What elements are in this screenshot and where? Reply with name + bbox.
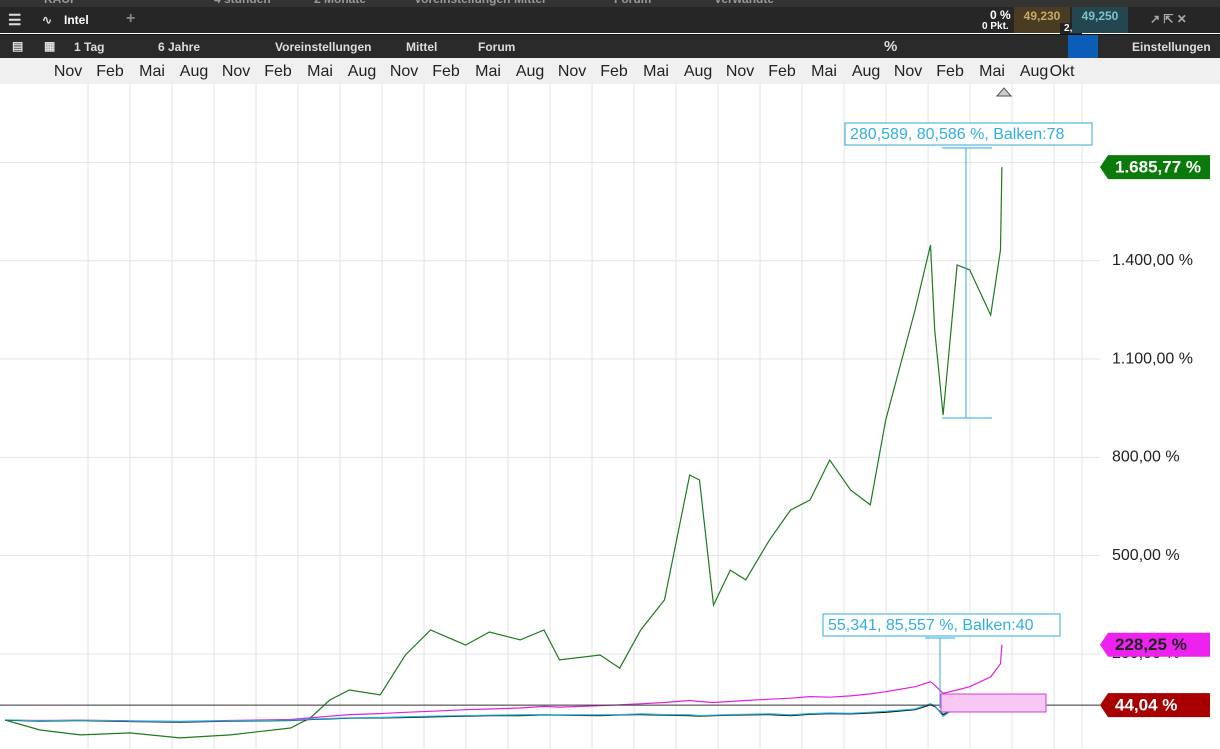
x-tick-label: Nov: [726, 63, 754, 80]
list-icon[interactable]: ▤: [12, 39, 24, 53]
price-badge: 44,04 %: [1100, 693, 1210, 718]
badge-bg: [1100, 632, 1210, 657]
x-tick-label: Feb: [936, 63, 964, 80]
price-badge: 1.685,77 %: [1100, 155, 1210, 180]
menu-bar: ▤ ▦ 1 Tag 6 Jahre Voreinstellungen Mitte…: [0, 34, 1220, 59]
add-tab[interactable]: +: [126, 10, 136, 27]
x-tick-label: Feb: [768, 63, 796, 80]
x-tick-label: Aug: [1020, 63, 1048, 80]
y-tick-label: 500,00 %: [1112, 547, 1180, 564]
chart-icon: ∿: [42, 13, 53, 27]
series-line: [4, 703, 1003, 723]
x-tick-label: Mai: [307, 63, 333, 80]
badge-label: 228,25 %: [1115, 635, 1187, 654]
forum[interactable]: Forum: [478, 40, 516, 54]
badge-bg: [1100, 693, 1210, 718]
settings[interactable]: Einstellungen: [1132, 40, 1211, 54]
y-tick-label: 1.400,00 %: [1112, 252, 1193, 269]
x-tick-label: Nov: [54, 63, 82, 80]
chart: Nov Feb Mai Aug Nov Feb Mai Aug Nov Feb Mai Aug Nov F…: [0, 58, 1220, 749]
x-tick-label: Feb: [432, 63, 460, 80]
badge-label: 44,04 %: [1115, 696, 1177, 715]
spread: 2,0: [1060, 23, 1082, 34]
x-tick-label: Nov: [558, 63, 586, 80]
x-tick-label: Okt: [1050, 63, 1075, 80]
time-axis-bg: [0, 58, 1220, 84]
range[interactable]: 6 Jahre: [158, 40, 201, 54]
series-line: [4, 167, 1003, 739]
cut-tab[interactable]: 4 stunden: [214, 0, 271, 6]
x-tick-label: Mai: [643, 63, 669, 80]
x-tick-label: Nov: [222, 63, 250, 80]
measure-label: 55,341, 85,557 %, Balken:40: [828, 617, 1034, 634]
cut-tab[interactable]: Verwandte: [714, 0, 774, 6]
x-tick-label: Feb: [264, 63, 292, 80]
price-badge: 228,25 %: [1100, 632, 1210, 657]
badge-label: 1.685,77 %: [1115, 158, 1201, 177]
x-tick-label: Aug: [852, 63, 880, 80]
selection-box: [940, 693, 1047, 713]
x-tick-label: Nov: [894, 63, 922, 80]
interval[interactable]: 1 Tag: [74, 40, 105, 54]
window-icons[interactable]: ↗ ⇱ ✕: [1150, 12, 1187, 26]
change-pct: 0 %: [990, 8, 1011, 22]
x-tick-label: Aug: [516, 63, 544, 80]
cut-toolbar: KAUF 4 stunden 2 Monate Voreinstellungen Mit…: [0, 0, 1220, 7]
x-tick-label: Aug: [348, 63, 376, 80]
menu-icon[interactable]: ☰: [8, 12, 22, 29]
x-tick-label: Aug: [684, 63, 712, 80]
x-tick-label: Mai: [139, 63, 165, 80]
layout-icon[interactable]: ▦: [44, 39, 56, 53]
cut-tab[interactable]: KAUF: [44, 0, 77, 6]
x-tick-label: Mai: [811, 63, 837, 80]
presets[interactable]: Voreinstellungen: [275, 40, 372, 54]
x-tick-label: Nov: [390, 63, 418, 80]
measure-box: [844, 122, 1093, 146]
active-tool[interactable]: [1068, 35, 1098, 59]
cut-tab[interactable]: Voreinstellungen: [414, 0, 510, 6]
instrument[interactable]: Intel: [64, 13, 89, 27]
cut-tab[interactable]: 2 Monate: [314, 0, 366, 6]
measure-label: 280,589, 80,586 %, Balken:78: [850, 126, 1064, 143]
marker: [995, 87, 1013, 97]
indicator[interactable]: Mittel: [406, 40, 438, 54]
ask[interactable]: 49,250: [1072, 7, 1128, 33]
x-tick-label: Feb: [600, 63, 628, 80]
x-tick-label: Aug: [180, 63, 208, 80]
percent-toggle[interactable]: %: [884, 38, 898, 55]
series-line: [4, 644, 1003, 723]
x-tick-label: Mai: [475, 63, 501, 80]
measure-box: [822, 613, 1061, 637]
cut-tab[interactable]: Mittel: [514, 0, 545, 6]
change-pts: 0 Pkt.: [982, 21, 1009, 32]
badge-bg: [1100, 155, 1210, 180]
cut-tab[interactable]: Forum: [614, 0, 651, 6]
y-tick-label: 1.100,00 %: [1112, 350, 1193, 367]
x-tick-label: Mai: [979, 63, 1005, 80]
x-tick-label: Feb: [96, 63, 124, 80]
bid[interactable]: 49,230: [1014, 7, 1070, 33]
instrument-bar: ☰ ∿ Intel + 0 % 0 Pkt. 49,230 2,0 49,250…: [0, 7, 1220, 34]
y-tick-label: 800,00 %: [1112, 449, 1180, 466]
